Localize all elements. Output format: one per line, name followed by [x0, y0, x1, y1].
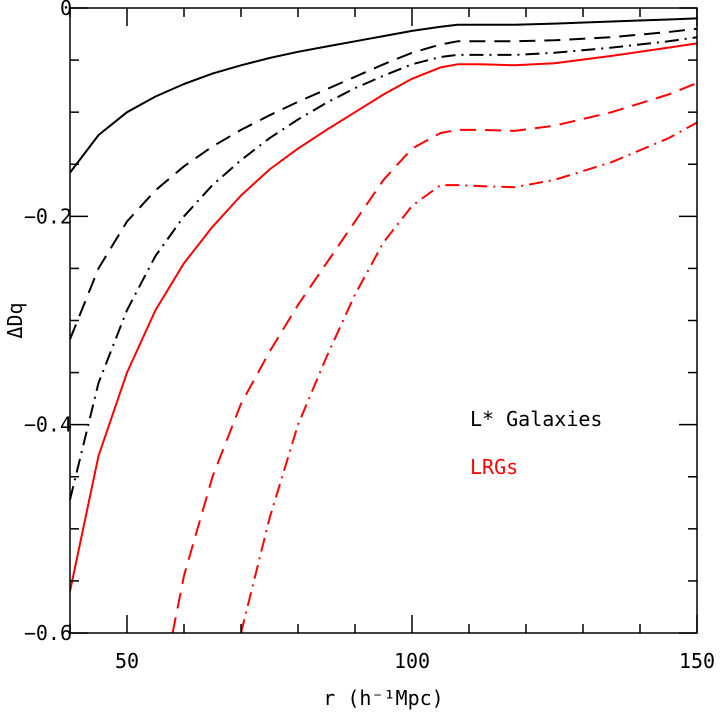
legend-entry-lrgs: LRGs: [470, 455, 518, 479]
x-tick-label: 100: [394, 649, 430, 673]
series-line-3: [69, 36, 698, 500]
series-line-5: [171, 82, 698, 634]
plot-frame: [69, 7, 698, 634]
series-line-6: [240, 121, 698, 634]
y-tick-label: 0: [60, 0, 72, 20]
series-line-4: [69, 42, 698, 592]
x-tick-label: 150: [679, 649, 715, 673]
ticks-layer: 50 100 150 0 −0.2 −0.4 −0.6: [24, 0, 715, 673]
series-line-1: [69, 17, 698, 174]
x-tick-label: 50: [115, 649, 139, 673]
y-tick-label: −0.2: [24, 204, 72, 228]
y-axis-title: ΔDq: [3, 302, 27, 338]
y-tick-label: −0.6: [24, 621, 72, 645]
series-layer: [69, 17, 698, 634]
x-axis-title: r (h⁻¹Mpc): [323, 686, 443, 710]
series-line-2: [69, 27, 698, 340]
y-tick-label: −0.4: [24, 413, 72, 437]
legend-entry-l-galaxies: L* Galaxies: [470, 407, 602, 431]
